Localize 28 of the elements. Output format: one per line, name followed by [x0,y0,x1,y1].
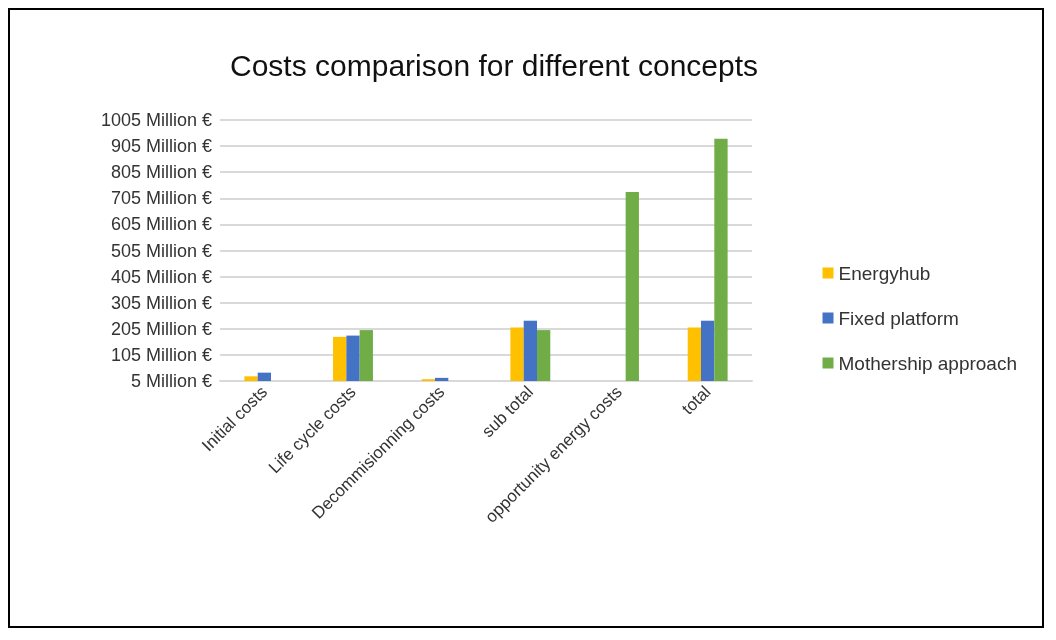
bar [523,320,537,381]
bar [714,138,728,381]
y-tick-label: 505 Million € [110,240,212,261]
y-tick-label: 605 Million € [110,214,212,235]
bar [701,320,715,381]
y-tick-label: 305 Million € [110,292,212,313]
y-tick-label: 805 Million € [110,162,212,183]
bar [257,372,271,381]
y-tick-label: 905 Million € [110,136,212,157]
bar [346,335,360,381]
bar [625,192,639,381]
bar [244,376,258,381]
legend-label: Mothership approach [838,352,1017,374]
chart-title: Costs comparison for different concepts [230,48,759,82]
y-tick-label: 705 Million € [110,188,212,209]
y-tick-label: 405 Million € [110,266,212,287]
y-tick-label: 5 Million € [130,371,212,391]
bar [333,336,347,381]
legend-label: Fixed platform [838,307,959,329]
bar [536,330,551,381]
bar [687,327,702,381]
y-tick-label: 105 Million € [110,344,212,365]
legend-label: Energyhub [838,262,931,284]
y-tick-label: 205 Million € [110,318,212,339]
bar [435,377,449,381]
y-tick-label: 1005 Million € [100,110,212,130]
bar [510,327,524,381]
bar [359,330,373,381]
